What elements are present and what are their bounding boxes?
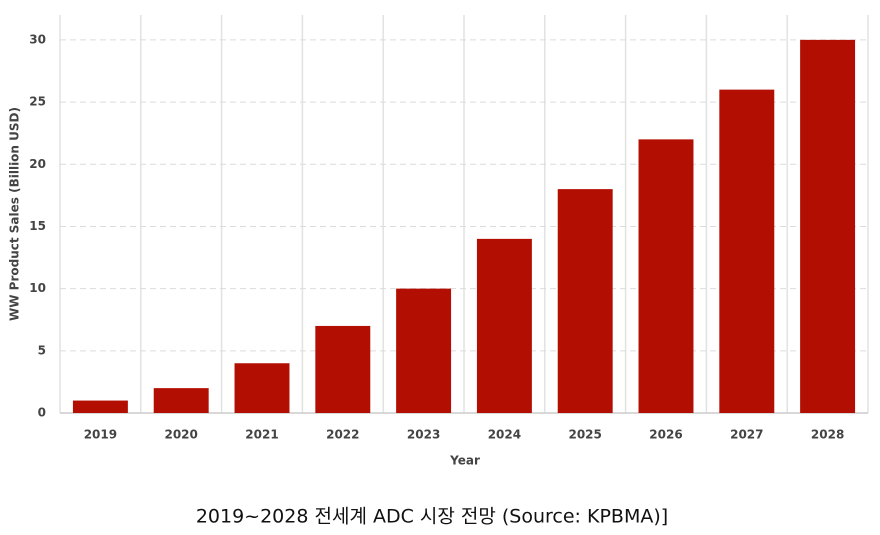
x-tick-label: 2022	[326, 428, 359, 442]
y-tick-label: 5	[38, 343, 46, 357]
x-tick-label: 2025	[568, 428, 601, 442]
bar	[72, 400, 128, 413]
x-tick-label: 2020	[164, 428, 197, 442]
x-tick-label: 2028	[811, 428, 844, 442]
bar	[800, 39, 856, 413]
y-tick-label: 15	[29, 219, 46, 233]
bar	[557, 189, 613, 413]
bar	[153, 388, 209, 413]
y-tick-label: 20	[29, 157, 46, 171]
y-tick-label: 25	[29, 95, 46, 109]
bar	[638, 139, 694, 413]
bar	[476, 238, 532, 413]
y-tick-label: 10	[29, 281, 46, 295]
x-tick-label: 2024	[488, 428, 521, 442]
caption: 2019~2028 전세계 ADC 시장 전망 (Source: KPBMA)]	[196, 506, 668, 528]
y-tick-label: 0	[38, 406, 46, 420]
bar	[315, 325, 371, 413]
y-tick-label: 30	[29, 32, 46, 46]
x-tick-label: 2027	[730, 428, 763, 442]
bar	[234, 363, 290, 413]
bar	[396, 288, 452, 413]
x-tick-label: 2023	[407, 428, 440, 442]
x-axis-label: Year	[449, 454, 480, 468]
x-tick-label: 2021	[245, 428, 278, 442]
x-tick-label: 2019	[84, 428, 117, 442]
x-tick-label: 2026	[649, 428, 682, 442]
bar	[719, 89, 775, 413]
y-axis-label: WW Product Sales (Billion USD)	[8, 107, 22, 321]
